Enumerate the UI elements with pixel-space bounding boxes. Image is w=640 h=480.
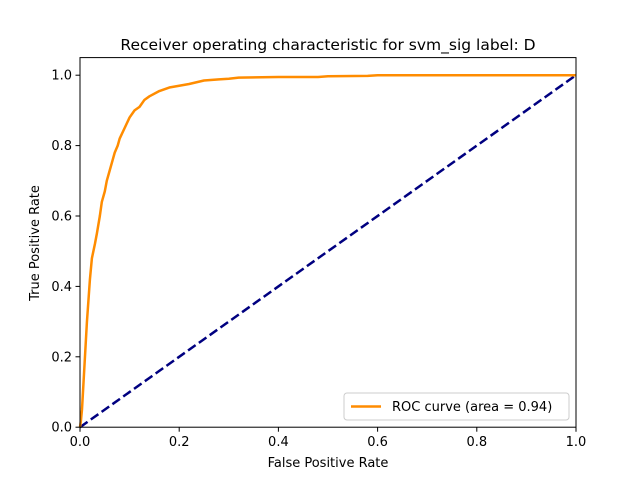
y-tick-label: 0.8 [51,139,72,154]
legend-box [343,392,570,421]
y-axis-label: True Positive Rate [28,185,43,302]
y-tick-label: 0.0 [51,421,72,436]
x-tick-label: 1.0 [566,435,587,450]
y-tick-label: 0.6 [51,210,72,225]
x-tick-label: 0.2 [169,435,190,450]
y-axis: 0.0 0.2 0.4 0.6 0.8 1.0 [51,69,80,436]
roc-curve-line [78,73,576,428]
y-tick-label: 0.4 [51,280,72,295]
chart-title: Receiver operating characteristic for sv… [120,36,535,55]
y-tick-label: 0.2 [51,350,72,365]
x-tick-label: 0.4 [268,435,289,450]
x-axis-label: False Positive Rate [268,456,389,471]
y-tick-label: 1.0 [51,69,72,84]
plot-area [78,57,577,429]
plot-frame [79,57,577,428]
x-tick-label: 0.8 [466,435,487,450]
legend: ROC curve (area = 0.94) [343,392,570,421]
legend-entry: ROC curve (area = 0.94) [392,400,552,415]
x-tick-label: 0.6 [367,435,388,450]
chance-line [79,74,577,429]
plot-background [80,57,576,428]
x-axis: 0.0 0.2 0.4 0.6 0.8 1.0 [70,427,587,450]
x-tick-label: 0.0 [70,435,91,450]
